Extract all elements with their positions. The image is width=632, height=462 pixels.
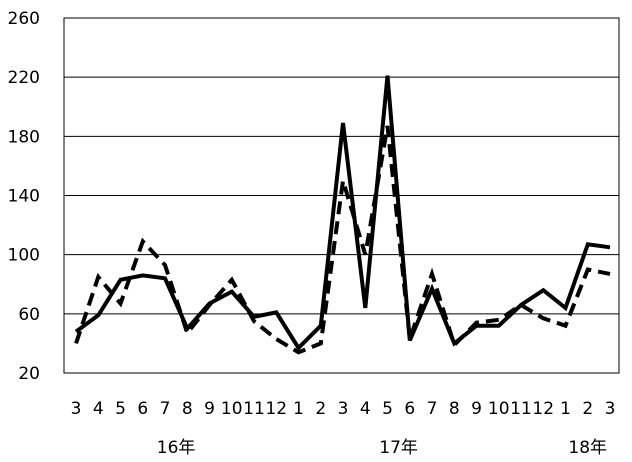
- x-tick-label: 6: [137, 399, 148, 419]
- y-axis-tick-labels: 20 60 100 140 180 220 260: [8, 9, 40, 384]
- y-tick-label: 20: [18, 364, 40, 384]
- x-tick-label: 5: [382, 399, 393, 419]
- x-tick-label: 1: [293, 399, 304, 419]
- series-lines: [74, 75, 611, 355]
- x-tick-label: 1: [560, 399, 571, 419]
- x-tick-label: 8: [182, 399, 193, 419]
- year-label: 16年: [157, 438, 196, 458]
- y-tick-label: 260: [8, 9, 40, 29]
- x-tick-label: 10: [221, 399, 243, 419]
- x-tick-label: 3: [338, 399, 349, 419]
- x-tick-label: 4: [360, 399, 371, 419]
- year-label: 18年: [568, 438, 607, 458]
- x-tick-label: 4: [93, 399, 104, 419]
- y-tick-label: 140: [8, 187, 40, 207]
- year-labels: 16年 17年 18年: [157, 438, 607, 458]
- y-tick-label: 60: [18, 305, 40, 325]
- y-tick-label: 180: [8, 127, 40, 147]
- year-label: 17年: [379, 438, 418, 458]
- series-line-solid: [74, 75, 611, 352]
- x-tick-label: 7: [160, 399, 171, 419]
- x-tick-label: 9: [471, 399, 482, 419]
- x-tick-label: 9: [204, 399, 215, 419]
- x-tick-label: 5: [115, 399, 126, 419]
- x-tick-label: 12: [265, 399, 287, 419]
- x-tick-label: 10: [488, 399, 510, 419]
- series-line-dashed: [74, 125, 611, 355]
- x-tick-label: 2: [582, 399, 593, 419]
- x-tick-label: 3: [605, 399, 616, 419]
- y-tick-label: 220: [8, 68, 40, 88]
- x-tick-label: 12: [532, 399, 554, 419]
- x-tick-label: 3: [71, 399, 82, 419]
- x-tick-label: 11: [510, 399, 532, 419]
- x-tick-label: 2: [315, 399, 326, 419]
- x-axis-tick-labels: 3 4 5 6 7 8 9 10 11 12 1 2 3 4 5 6 7 8 9 10 11 12 1 2 3: [71, 399, 616, 419]
- x-tick-label: 6: [404, 399, 415, 419]
- x-tick-label: 11: [243, 399, 265, 419]
- x-tick-label: 8: [449, 399, 460, 419]
- x-tick-label: 7: [427, 399, 438, 419]
- y-tick-label: 100: [8, 246, 40, 266]
